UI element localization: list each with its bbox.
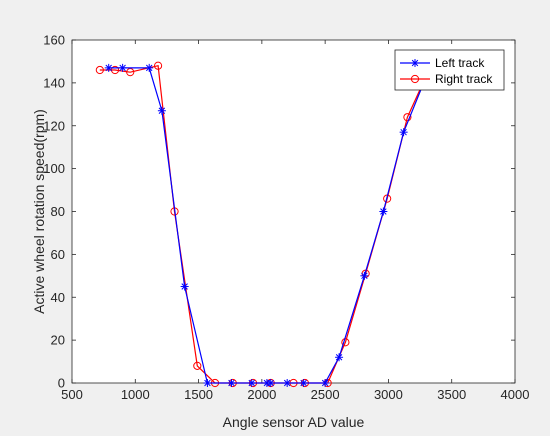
y-tick-label: 140	[43, 75, 65, 90]
x-tick-label: 3000	[374, 387, 403, 402]
legend-box	[394, 49, 505, 91]
legend-label-left-track: Left track	[435, 56, 485, 70]
data-point-left-track	[335, 353, 344, 362]
data-point-left-track	[203, 379, 212, 387]
x-tick-label: 1500	[184, 387, 213, 402]
data-point-left-track	[266, 379, 275, 387]
data-point-right-track	[153, 61, 163, 70]
data-point-right-track	[126, 68, 135, 77]
data-point-left-track	[118, 63, 127, 72]
y-axis-label: Active wheel rotation speed(rpm)	[31, 109, 47, 314]
y-tick-label: 80	[51, 204, 65, 219]
axis-ticks: 500 1000 1500 2000 2500 3000 3500 4000 0 20 40 60 80…	[43, 33, 529, 403]
legend-marker-left-track	[411, 59, 419, 67]
x-tick-label: 500	[61, 387, 83, 402]
y-tick-label: 60	[51, 247, 65, 262]
data-point-left-track	[180, 282, 189, 291]
data-point-left-track	[299, 379, 308, 387]
data-point-left-track	[399, 128, 408, 137]
legend: Left track Right track	[394, 49, 505, 91]
y-tick-label: 100	[43, 161, 65, 176]
data-point-left-track	[247, 379, 256, 387]
series-layer	[95, 61, 434, 388]
plot-area	[71, 39, 516, 384]
data-point-left-track	[145, 63, 154, 72]
data-point-right-track	[95, 65, 104, 75]
x-axis-label: Angle sensor AD value	[223, 414, 365, 430]
data-point-left-track	[157, 106, 166, 115]
legend-marker-circle	[410, 74, 420, 84]
y-tick-label: 40	[51, 290, 65, 305]
y-tick-label: 160	[43, 33, 65, 48]
y-tick-label: 120	[43, 118, 65, 133]
data-point-left-track	[379, 207, 388, 216]
y-tick-label: 0	[58, 376, 65, 391]
data-point-right-track	[193, 361, 202, 370]
legend-marker-star	[411, 59, 419, 67]
legend-label-right-track: Right track	[435, 72, 493, 86]
data-point-left-track	[321, 379, 330, 387]
data-point-right-track	[403, 113, 412, 122]
data-point-left-track	[104, 63, 113, 72]
x-tick-label: 2500	[311, 387, 340, 402]
y-tick-label: 20	[51, 333, 65, 348]
data-point-left-track	[283, 379, 292, 387]
x-tick-label: 4000	[501, 387, 530, 402]
data-point-left-track	[360, 271, 369, 280]
data-point-left-track	[227, 379, 236, 387]
x-tick-label: 3500	[437, 387, 466, 402]
legend-marker-right-track	[410, 74, 420, 84]
x-tick-label: 2000	[247, 387, 276, 402]
x-tick-label: 1000	[121, 387, 150, 402]
